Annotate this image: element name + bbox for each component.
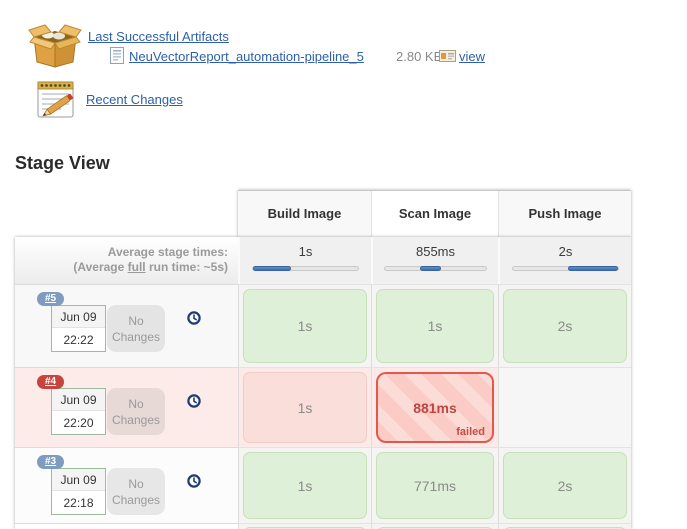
stage-cell-partial — [371, 523, 498, 529]
stage-timing-bar-fill — [420, 266, 441, 271]
no-changes-label: No Changes — [107, 468, 165, 515]
build-date-link[interactable]: Jun 09 22:22 — [51, 305, 106, 352]
run-info-4: #4 Jun 09 22:20 No Changes — [15, 367, 238, 447]
failed-label: failed — [456, 426, 485, 438]
stage-cell-build-5[interactable]: 1s — [243, 289, 367, 363]
package-icon — [28, 24, 82, 68]
build-time: 22:20 — [63, 416, 94, 430]
stage-header-build-image: Build Image — [238, 191, 371, 237]
run-info-3: #3 Jun 09 22:18 No Changes — [15, 447, 238, 523]
stage-cell-build-3[interactable]: 1s — [243, 452, 367, 519]
stage-cell-scan-5[interactable]: 1s — [376, 289, 494, 363]
build-date: Jun 09 — [52, 389, 105, 411]
stage-view-title: Stage View — [15, 153, 110, 173]
no-changes-label: No Changes — [107, 388, 165, 435]
stage-cell-partial — [498, 523, 631, 529]
build-date: Jun 09 — [52, 469, 105, 491]
stage-view-table: Average stage times: (Average full run t… — [15, 237, 631, 529]
average-cell-build: 1s — [238, 237, 371, 284]
stage-cell: 1s — [238, 447, 371, 523]
stage-cell-partial — [238, 523, 371, 529]
stage-timing-bar-push — [511, 266, 620, 271]
stage-cell-push-4-empty — [498, 367, 631, 447]
no-changes-label: No Changes — [107, 305, 165, 352]
stage-header-push-image: Push Image — [498, 191, 631, 237]
average-cell-push: 2s — [498, 237, 631, 284]
full-run-time-link[interactable]: full — [127, 260, 146, 274]
run-info-partial — [15, 523, 238, 529]
average-label-line1: Average stage times: — [107, 245, 228, 259]
run-info-5: #5 Jun 09 22:22 No Changes — [15, 284, 238, 367]
document-icon — [110, 47, 124, 64]
failed-stage-time: 881ms — [413, 399, 457, 416]
stage-header-scan-image: Scan Image — [371, 191, 498, 237]
recent-changes-link[interactable]: Recent Changes — [86, 92, 183, 107]
stage-timing-bar-scan — [384, 266, 487, 271]
run-duration-clock-icon[interactable] — [187, 474, 201, 488]
last-successful-artifacts-link[interactable]: Last Successful Artifacts — [88, 29, 229, 44]
recent-changes-icon — [37, 81, 74, 118]
fingerprint-icon — [439, 50, 456, 62]
stage-header-row: Build Image Scan Image Push Image — [238, 190, 631, 237]
run-duration-clock-icon[interactable] — [187, 311, 201, 325]
stage-cell: 1s — [238, 367, 371, 447]
average-time-push: 2s — [558, 244, 573, 259]
run-duration-clock-icon[interactable] — [187, 394, 201, 408]
stage-timing-bar-fill — [567, 266, 619, 271]
average-stage-times-label: Average stage times: (Average full run t… — [15, 237, 238, 284]
average-time-scan: 855ms — [415, 244, 456, 259]
stage-cell-scan-3[interactable]: 771ms — [376, 452, 494, 519]
average-label-line2: (Average full run time: ~5s) — [73, 260, 228, 274]
view-artifact-link[interactable]: view — [459, 49, 486, 64]
artifact-file-size: 2.80 KB — [396, 49, 443, 64]
stage-cell-push-3[interactable]: 2s — [503, 452, 627, 519]
stage-cell: 2s — [498, 284, 631, 367]
build-time: 22:22 — [63, 333, 94, 347]
build-time: 22:18 — [63, 496, 94, 510]
build-number-badge[interactable]: #3 — [37, 455, 65, 469]
stage-timing-bar-build — [251, 266, 360, 271]
stage-cell: 2s — [498, 447, 631, 523]
build-number-badge[interactable]: #4 — [37, 375, 65, 389]
stage-cell-build-4[interactable]: 1s — [243, 372, 367, 443]
stage-cell-scan-4-failed[interactable]: 881ms failed — [376, 372, 494, 443]
average-cell-scan: 855ms — [371, 237, 498, 284]
artifact-file-link[interactable]: NeuVectorReport_automation-pipeline_5 — [129, 49, 364, 64]
build-date-link[interactable]: Jun 09 22:20 — [51, 388, 106, 435]
stage-cell: 771ms — [371, 447, 498, 523]
stage-timing-bar-fill — [252, 266, 291, 271]
build-date-link[interactable]: Jun 09 22:18 — [51, 468, 106, 515]
average-time-build: 1s — [298, 244, 313, 259]
stage-cell: 1s — [371, 284, 498, 367]
stage-cell: 1s — [238, 284, 371, 367]
stage-cell: 881ms failed — [371, 367, 498, 447]
stage-cell-push-5[interactable]: 2s — [503, 289, 627, 363]
build-date: Jun 09 — [52, 306, 105, 328]
build-number-badge[interactable]: #5 — [37, 292, 65, 306]
